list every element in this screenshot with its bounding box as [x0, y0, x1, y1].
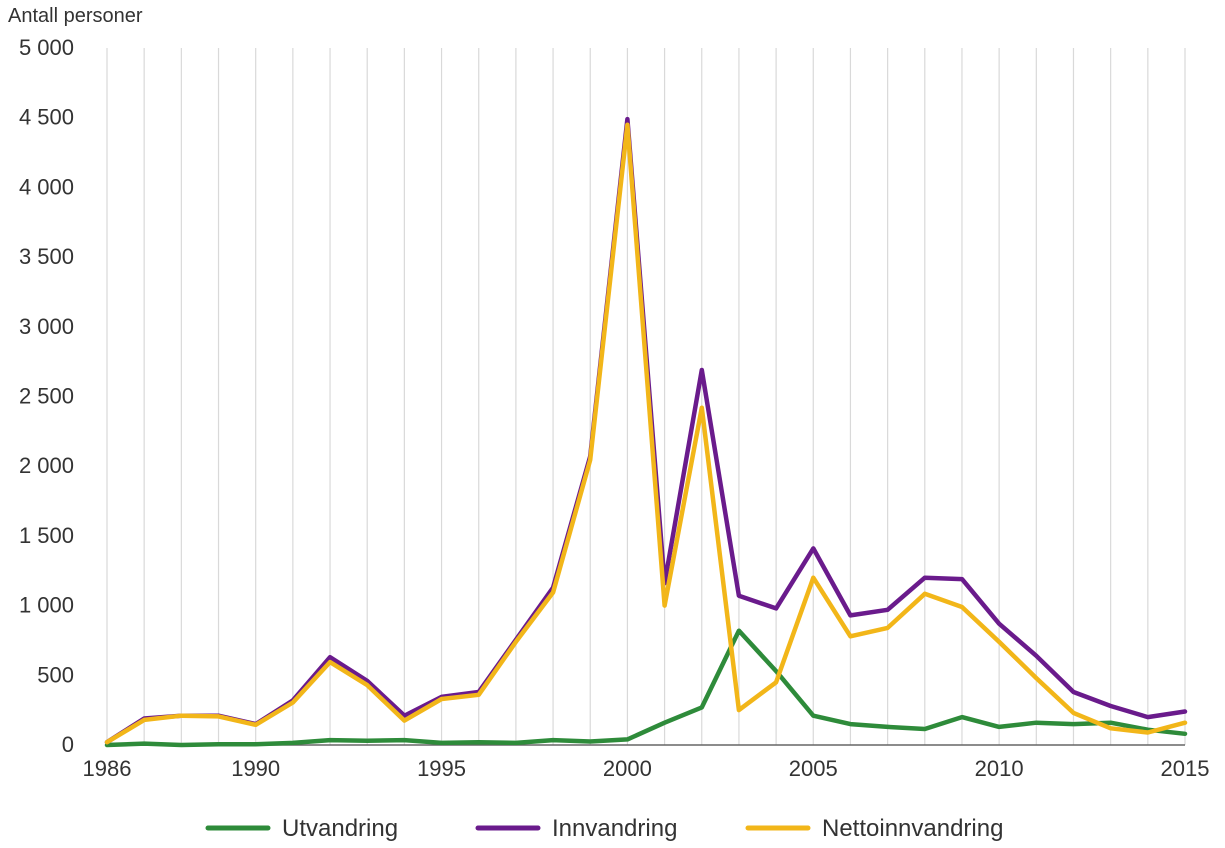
y-tick-label-1500: 1 500 — [19, 523, 74, 548]
series-line-utvandring — [104, 628, 1188, 748]
y-tick-label-500: 500 — [37, 662, 74, 687]
y-tick-label-3500: 3 500 — [19, 244, 74, 269]
y-tick-label-4500: 4 500 — [19, 105, 74, 130]
legend-label-utvandring: Utvandring — [282, 815, 398, 842]
x-tick-label-1990: 1990 — [231, 756, 280, 781]
x-tick-label-2015: 2015 — [1161, 756, 1210, 781]
y-tick-label-5000: 5 000 — [19, 35, 74, 60]
x-tick-label-2000: 2000 — [603, 756, 652, 781]
series-line-innvandring — [104, 116, 1188, 745]
legend-label-innvandring: Innvandring — [552, 815, 677, 842]
legend-label-nettoinnvandring: Nettoinnvandring — [822, 815, 1003, 842]
y-tick-label-1000: 1 000 — [19, 593, 74, 618]
y-tick-label-0: 0 — [62, 732, 74, 757]
y-tick-label-4000: 4 000 — [19, 174, 74, 199]
y-tick-label-3000: 3 000 — [19, 314, 74, 339]
y-tick-labels: 0 500 1 000 1 500 2 000 2 500 3 000 3 500 4 000 4… — [19, 35, 74, 757]
legend-item-utvandring: Utvandring — [205, 815, 398, 842]
y-tick-label-2000: 2 000 — [19, 453, 74, 478]
grid — [106, 48, 1186, 745]
x-tick-label-1986: 1986 — [83, 756, 132, 781]
legend: Utvandring Innvandring Nettoinnvandring — [205, 815, 1003, 842]
y-axis-title: Antall personer — [8, 5, 143, 27]
x-tick-labels: 1986 1990 1995 2000 2005 2010 2015 — [83, 756, 1210, 781]
y-tick-label-2500: 2 500 — [19, 384, 74, 409]
x-tick-label-2005: 2005 — [789, 756, 838, 781]
x-tick-label-1995: 1995 — [417, 756, 466, 781]
series-line-nettoinnvandring — [104, 122, 1188, 745]
series-lines — [104, 116, 1188, 748]
x-tick-label-2010: 2010 — [975, 756, 1024, 781]
legend-item-innvandring: Innvandring — [475, 815, 677, 842]
legend-item-nettoinnvandring: Nettoinnvandring — [745, 815, 1003, 842]
